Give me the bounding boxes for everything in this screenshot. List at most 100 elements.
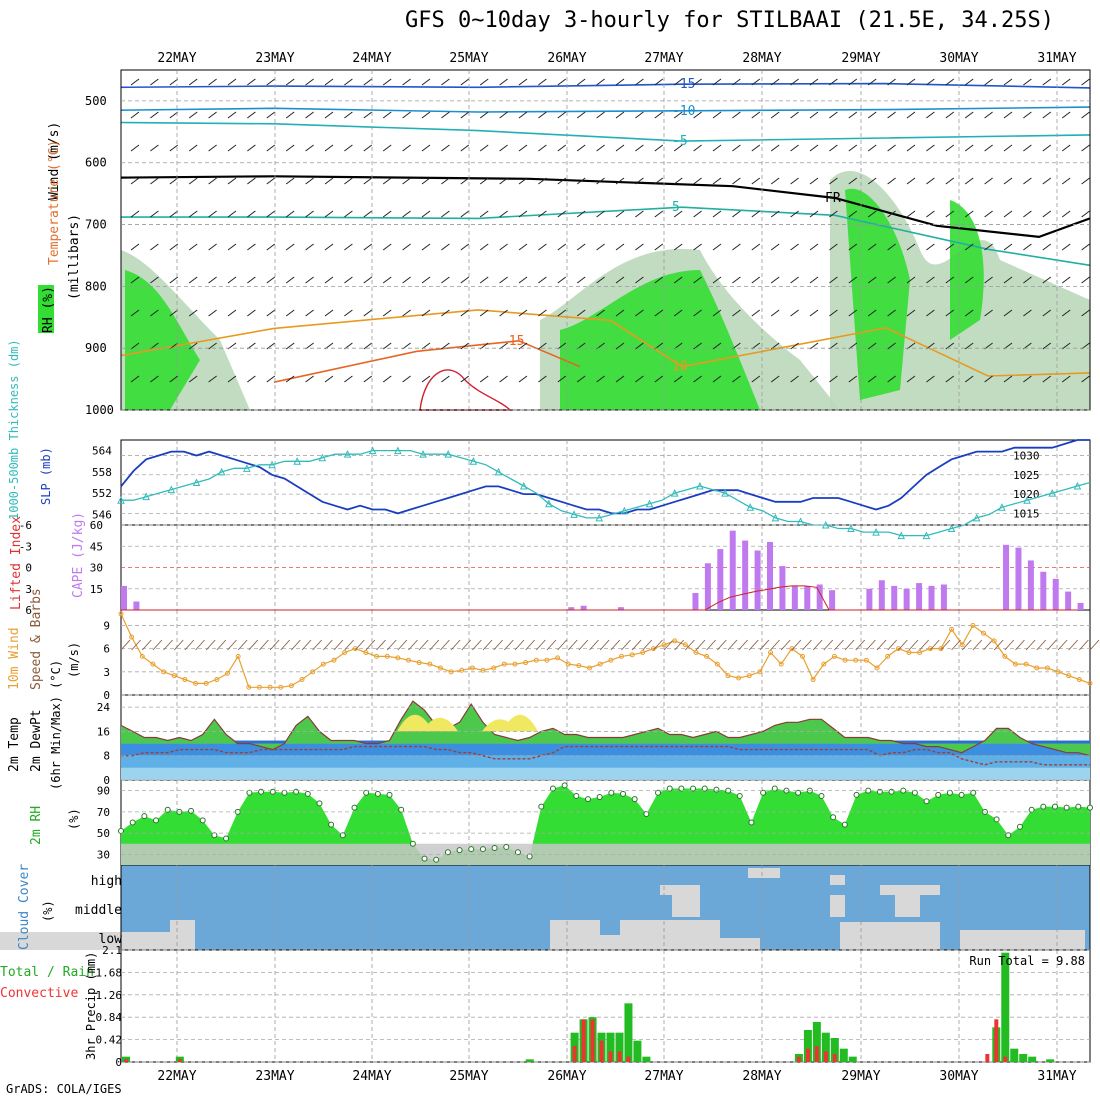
cape-bar	[816, 584, 823, 610]
wind-barb	[887, 276, 896, 284]
wind-barb	[887, 342, 896, 350]
wind-barb	[829, 276, 838, 284]
wind-barb	[1003, 309, 1013, 317]
thickness-marker	[469, 457, 478, 465]
wind-barb-10m	[567, 639, 578, 651]
wind-barb	[576, 375, 586, 383]
rh-marker	[736, 792, 743, 799]
temp-contour-20	[419, 369, 512, 411]
wind-speed-line	[120, 613, 1091, 688]
wind-barb	[460, 177, 470, 185]
precip-total-bar	[1046, 1059, 1055, 1062]
cape-bar	[568, 607, 575, 610]
wind-barb-10m	[589, 639, 599, 651]
wind-barb-10m	[195, 639, 205, 651]
rh-marker	[258, 788, 265, 795]
wind-speed-marker	[789, 646, 795, 652]
wind-barb	[790, 342, 799, 350]
wind-barb	[809, 144, 819, 152]
cloud-level-label: high	[91, 874, 122, 889]
wind-barb	[150, 111, 159, 119]
wind-barb-10m	[461, 639, 472, 651]
wind-speed-marker	[1055, 669, 1061, 675]
wind-barb	[770, 144, 780, 152]
wind-speed-marker	[736, 675, 742, 681]
wind-speed-marker	[182, 677, 188, 683]
wind-barb	[324, 144, 334, 152]
wind-barb	[460, 144, 470, 152]
wind-barb	[693, 144, 702, 152]
wind-barb	[751, 111, 761, 119]
wind-barb	[1042, 375, 1052, 383]
wind-speed-marker	[310, 669, 316, 675]
wind-barb	[926, 375, 935, 383]
wind-barb-10m	[418, 639, 429, 651]
cape-bar	[791, 585, 798, 610]
wind-barb	[693, 375, 702, 383]
precip-total-bar	[812, 1022, 821, 1062]
date-label-top: 25MAY	[449, 51, 488, 66]
date-label-bottom: 26MAY	[547, 1069, 586, 1084]
wind-barb	[479, 309, 489, 317]
wind-barb	[712, 309, 722, 317]
thickness-marker	[998, 503, 1006, 511]
wind-barb	[208, 243, 217, 251]
precip-total-bar	[615, 1032, 624, 1062]
date-label-top: 23MAY	[255, 51, 294, 66]
wind-barb	[150, 243, 159, 251]
rh-marker	[958, 791, 965, 798]
date-label-top: 27MAY	[644, 51, 683, 66]
wind-barb	[344, 144, 353, 152]
wind-barb-10m	[1025, 639, 1036, 651]
cape-bar	[928, 585, 935, 610]
rh-marker	[888, 788, 895, 795]
wind-barb	[673, 276, 683, 284]
wind-barb	[1023, 144, 1032, 152]
cape-bar	[1077, 602, 1084, 610]
wind-barb	[984, 78, 993, 86]
precip-conv-bar	[626, 1056, 631, 1062]
wind-barb	[945, 276, 955, 284]
wind-barb	[150, 144, 159, 152]
precip-y-title: 3hr Precip (mm)	[84, 952, 98, 1060]
wind-barb	[382, 210, 392, 218]
thickness-marker	[972, 513, 981, 522]
wind-barb	[499, 78, 508, 86]
wind-tick: 0	[103, 689, 110, 702]
wind-barb	[867, 78, 877, 86]
wind-barb	[402, 243, 411, 251]
li-tick: 6	[25, 604, 32, 617]
wind-barb	[867, 243, 877, 251]
wind-barb	[770, 177, 780, 185]
wind-barb	[266, 243, 276, 251]
wind-barb	[867, 309, 877, 317]
wind-barb	[654, 78, 664, 86]
rh-title: 2m RH	[29, 806, 44, 845]
wind-barb-10m	[653, 639, 663, 651]
wind-barb	[402, 276, 411, 284]
wind-barb	[460, 210, 470, 218]
wind-barb	[751, 276, 761, 284]
wind-speed-marker	[799, 653, 805, 659]
wind-barb	[964, 144, 974, 152]
wind-barb-10m	[131, 639, 141, 651]
wind-barb-10m	[855, 639, 866, 651]
wind-barb	[130, 210, 140, 218]
wind-barb	[1023, 78, 1032, 86]
wind-barb	[363, 276, 373, 284]
wind-barb	[208, 78, 217, 86]
wind-barb	[130, 111, 140, 119]
rh-marker	[830, 814, 837, 821]
wind-barb	[867, 144, 877, 152]
wind-barb	[751, 210, 761, 218]
wind-barb	[848, 111, 858, 119]
wind-barb	[227, 210, 237, 218]
wind-barb	[1081, 243, 1090, 251]
chart-title: GFS 0~10day 3-hourly for STILBAAI (21.5E…	[405, 8, 1055, 33]
thickness-marker	[721, 489, 729, 497]
precip-total-bar	[633, 1040, 642, 1062]
precip-conv-bar	[832, 1054, 837, 1062]
wind-barb	[285, 276, 295, 284]
wind-barb	[673, 243, 683, 251]
thickness-marker	[771, 513, 780, 522]
